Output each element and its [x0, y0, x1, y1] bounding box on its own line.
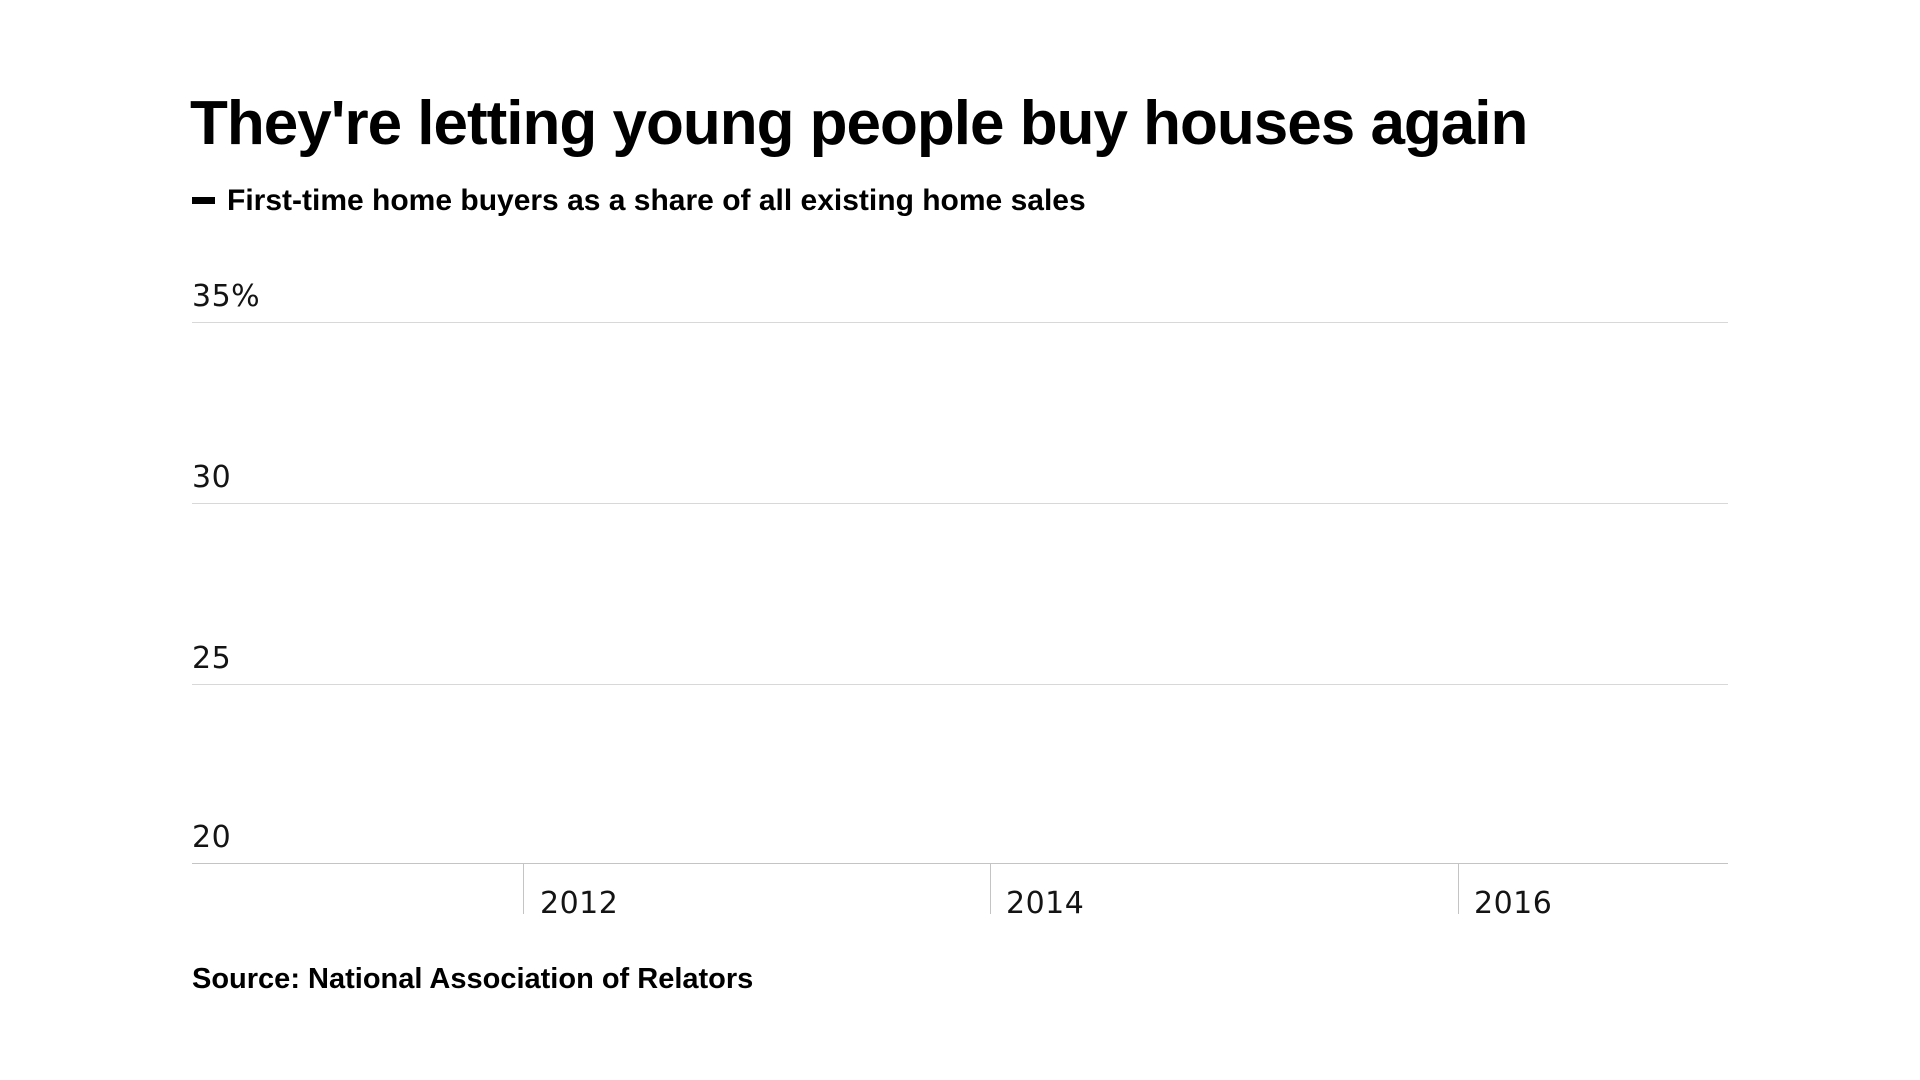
- y-tick-label-25: 25: [192, 641, 232, 676]
- source-note: Source: National Association of Relators: [192, 963, 754, 995]
- y-tick-label-30: 30: [192, 460, 232, 495]
- x-tick-label-2016: 2016: [1474, 886, 1553, 921]
- x-tick-2016: [1458, 864, 1459, 914]
- gridline-25: [192, 684, 1728, 685]
- gridline-30: [192, 503, 1728, 504]
- gridline-35: [192, 322, 1728, 323]
- x-tick-label-2012: 2012: [540, 886, 619, 921]
- x-tick-label-2014: 2014: [1006, 886, 1085, 921]
- y-tick-label-20: 20: [192, 820, 232, 855]
- legend-label: First-time home buyers as a share of all…: [227, 184, 1086, 217]
- plot-area: 35% 30 25 20 2012 2014 2016: [192, 282, 1728, 919]
- x-tick-2012: [523, 864, 524, 914]
- y-tick-label-35: 35%: [192, 279, 261, 314]
- page-title: They're letting young people buy houses …: [190, 89, 1528, 158]
- x-tick-2014: [990, 864, 991, 914]
- x-axis-line: [192, 863, 1728, 864]
- legend-dash-icon: [192, 197, 215, 204]
- legend: First-time home buyers as a share of all…: [192, 183, 1086, 219]
